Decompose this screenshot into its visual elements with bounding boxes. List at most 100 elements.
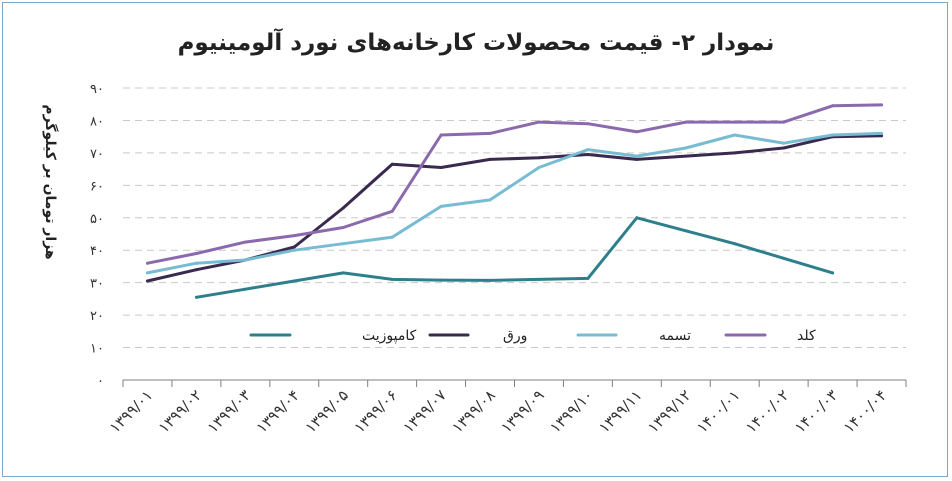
- x-tick-label: ۱۴۰۰/۰۱: [693, 386, 743, 436]
- data-point: [831, 104, 835, 108]
- y-tick-label: ۹۰: [90, 82, 104, 97]
- data-point: [488, 198, 492, 202]
- y-tick-label: ۴۰: [90, 244, 104, 259]
- x-tick-label: ۱۳۹۹/۰۲: [155, 386, 205, 436]
- chart-title: نمودار ۲- قیمت محصولات کارخانه‌های نورد …: [178, 27, 775, 56]
- data-point: [243, 258, 247, 262]
- legend-label: ورق: [503, 328, 527, 344]
- y-tick-label: ۶۰: [90, 179, 104, 194]
- data-point: [439, 278, 443, 282]
- series-line-2: [146, 131, 883, 275]
- data-point: [635, 130, 639, 134]
- x-tick-label: ۱۳۹۹/۱۱: [595, 386, 645, 436]
- x-tick-label: ۱۳۹۹/۰۴: [253, 386, 303, 436]
- data-point: [586, 122, 590, 126]
- data-point: [194, 252, 198, 255]
- data-point: [488, 278, 492, 282]
- y-tick-label: ۲۰: [90, 309, 104, 324]
- x-tick-labels: ۱۳۹۹/۰۱۱۳۹۹/۰۲۱۳۹۹/۰۳۱۳۹۹/۰۴۱۳۹۹/۰۵۱۳۹۹/…: [106, 386, 891, 436]
- x-tick-label: ۱۳۹۹/۰۵: [302, 386, 352, 436]
- data-point: [390, 209, 394, 213]
- data-point: [439, 133, 443, 137]
- x-tick-label: ۱۳۹۹/۰۳: [204, 386, 254, 436]
- data-point: [537, 156, 541, 160]
- data-point: [243, 240, 247, 244]
- data-point: [684, 146, 688, 150]
- data-point: [243, 287, 247, 291]
- data-point: [146, 279, 149, 283]
- data-point: [488, 157, 492, 161]
- data-point: [782, 141, 786, 145]
- x-tick-label: ۱۴۰۰/۰۳: [791, 386, 841, 436]
- data-point: [733, 133, 737, 137]
- data-point: [880, 134, 883, 138]
- data-point: [880, 103, 883, 107]
- data-point: [684, 229, 688, 233]
- axes: [122, 379, 907, 387]
- y-tick-label: ۷۰: [90, 147, 104, 162]
- data-point: [292, 248, 296, 252]
- data-point: [635, 154, 639, 158]
- data-point: [831, 271, 835, 275]
- data-point: [831, 133, 835, 137]
- data-point: [586, 153, 590, 156]
- data-point: [586, 148, 590, 152]
- data-point: [537, 277, 541, 281]
- data-point: [390, 277, 394, 281]
- data-point: [390, 235, 394, 239]
- x-tick-label: ۱۴۰۰/۰۲: [742, 386, 792, 436]
- data-point: [390, 162, 394, 166]
- data-point: [194, 295, 198, 299]
- legend-label: کلد: [797, 328, 816, 344]
- x-tick-label: ۱۳۹۹/۱۰: [546, 386, 596, 436]
- x-tick-label: ۱۳۹۹/۱۲: [644, 386, 694, 436]
- y-tick-labels: ۰ ۱۰ ۲۰ ۳۰ ۴۰ ۵۰ ۶۰ ۷۰ ۸۰ ۹۰: [90, 82, 104, 389]
- x-tick-label: ۱۳۹۹/۰۶: [350, 386, 400, 436]
- data-point: [194, 268, 198, 272]
- series-line-1: [146, 134, 883, 283]
- data-point: [341, 271, 345, 275]
- y-tick-label: ۱۰: [90, 342, 104, 357]
- y-tick-label: ۰: [97, 374, 104, 389]
- data-point: [635, 157, 639, 161]
- data-point: [782, 120, 786, 124]
- series-line-0: [194, 216, 835, 299]
- legend-label: تسمه: [659, 328, 691, 344]
- y-tick-label: ۳۰: [90, 277, 104, 292]
- x-tick-label: ۱۳۹۹/۰۷: [399, 386, 449, 436]
- x-tick-label: ۱۳۹۹/۰۸: [448, 386, 498, 436]
- x-tick-label: ۱۴۰۰/۰۴: [840, 386, 890, 436]
- data-point: [733, 242, 737, 246]
- data-point: [537, 120, 541, 124]
- x-tick-label: ۱۳۹۹/۰۹: [497, 386, 547, 436]
- data-point: [880, 131, 883, 135]
- y-axis-label: هزار تومان بر کیلوگرم: [42, 104, 59, 259]
- data-point: [341, 242, 345, 246]
- y-tick-label: ۸۰: [90, 114, 104, 129]
- data-point: [292, 279, 296, 283]
- data-point: [733, 151, 737, 155]
- data-point: [439, 204, 443, 208]
- data-point: [292, 234, 296, 238]
- data-point: [635, 216, 639, 220]
- series-line-3: [146, 103, 883, 265]
- data-point: [684, 120, 688, 124]
- data-point: [782, 146, 786, 150]
- data-point: [586, 276, 590, 280]
- data-point: [684, 154, 688, 158]
- data-point: [537, 166, 541, 169]
- data-point: [439, 166, 443, 169]
- legend-label: کامپوزیت: [362, 328, 417, 344]
- data-point: [194, 261, 198, 265]
- data-point: [146, 261, 149, 265]
- legend: کامپوزیت ورق تسمه کلد: [249, 328, 816, 344]
- y-tick-label: ۵۰: [90, 212, 104, 227]
- data-point: [146, 271, 149, 275]
- data-point: [341, 206, 345, 210]
- x-tick-label: ۱۳۹۹/۰۱: [106, 386, 156, 436]
- data-point: [782, 256, 786, 260]
- series-lines: [146, 103, 883, 299]
- data-point: [733, 120, 737, 124]
